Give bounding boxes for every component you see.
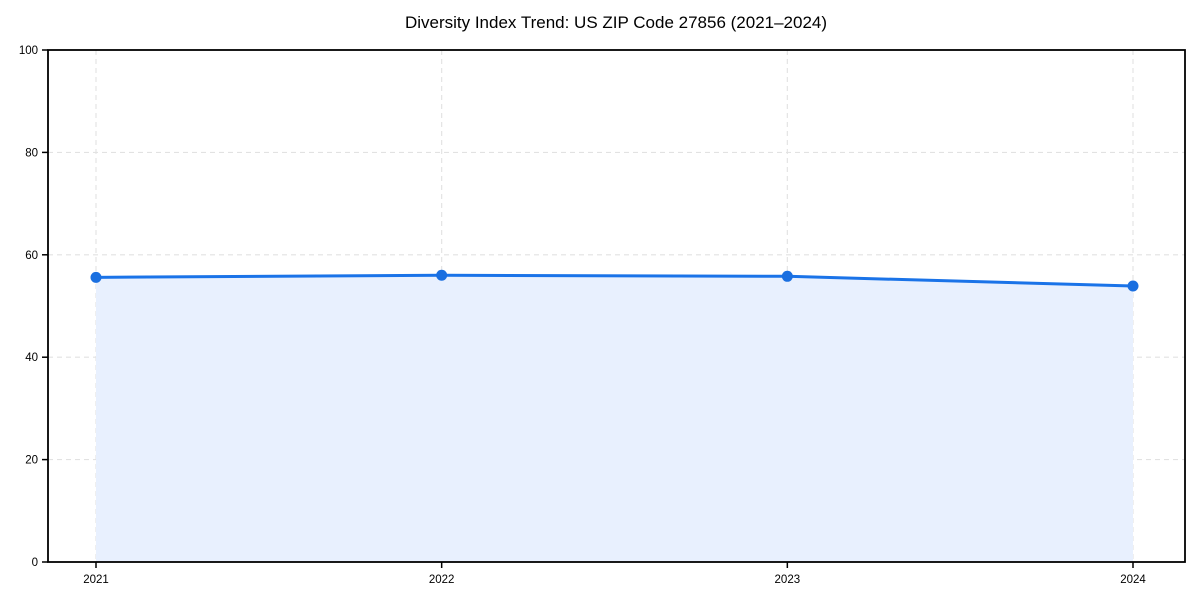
axes-box: [47, 49, 1186, 563]
trend-line: [94, 273, 1135, 288]
data-point-layer: [90, 269, 1139, 292]
plot-border: [47, 49, 1186, 563]
x-axis-tick-label: 2022: [429, 574, 455, 586]
y-axis-tick-label: 60: [25, 250, 38, 262]
data-point-marker: [436, 269, 448, 281]
data-point-marker: [90, 271, 102, 283]
y-axis-tick-label: 80: [25, 147, 38, 159]
x-axis-tick-label: 2023: [775, 574, 801, 586]
x-axis-tick-label: 2021: [83, 574, 109, 586]
y-axis-tick-label: 100: [19, 45, 38, 57]
x-axis-tick-label: 2024: [1120, 574, 1146, 586]
area-fill: [96, 275, 1133, 562]
area-fill-layer: [96, 275, 1133, 562]
data-point-marker: [781, 270, 793, 282]
axis-ticks-layer: 0 20 40 60 80 100 2021 2022 2023 2024: [19, 45, 1147, 586]
y-axis-tick-label: 0: [32, 557, 38, 569]
y-axis-tick-label: 40: [25, 352, 38, 364]
y-axis-tick-label: 20: [25, 455, 38, 467]
data-point-marker: [1127, 280, 1139, 292]
chart-title: Diversity Index Trend: US ZIP Code 27856…: [405, 13, 827, 32]
trend-line-layer: [94, 273, 1135, 288]
